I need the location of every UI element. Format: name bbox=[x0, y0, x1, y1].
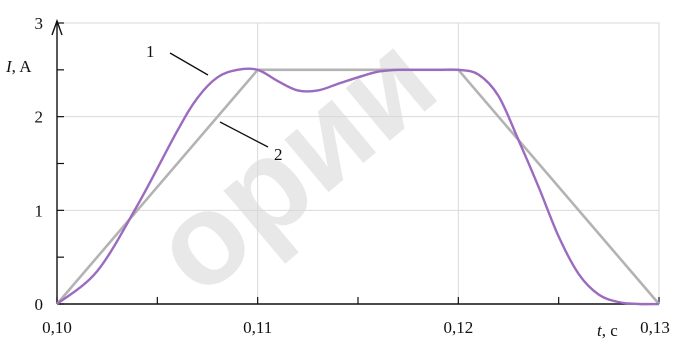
x-tick-label-1: 0,11 bbox=[243, 318, 272, 337]
series-layer bbox=[56, 67, 660, 306]
series-line-2 bbox=[56, 68, 660, 305]
y-axis-variable: I bbox=[5, 57, 13, 76]
x-tick-label-2: 0,12 bbox=[443, 318, 473, 337]
curve-2-label: 2 bbox=[274, 145, 283, 164]
tick-labels: 0 1 2 3 0,10 0,11 0,12 0,13 bbox=[35, 14, 670, 337]
x-axis-variable: t bbox=[597, 321, 603, 340]
curve-1-leader bbox=[169, 52, 209, 76]
y-tick-label-0: 0 bbox=[35, 295, 44, 314]
series-line-1 bbox=[56, 67, 660, 306]
curve-1-label: 1 bbox=[146, 42, 155, 61]
y-axis-unit: , A bbox=[12, 57, 33, 76]
y-tick-label-3: 3 bbox=[35, 14, 44, 33]
x-tick-label-0: 0,10 bbox=[42, 318, 72, 337]
x-tick-label-3: 0,13 bbox=[640, 318, 670, 337]
axes bbox=[51, 18, 660, 305]
watermark: ории bbox=[124, 5, 462, 322]
x-axis-label: t, c bbox=[597, 321, 618, 340]
y-axis-arrow bbox=[51, 18, 63, 36]
y-axis-label: I, A bbox=[5, 57, 32, 76]
y-tick-label-2: 2 bbox=[35, 108, 44, 127]
curve-2-leader bbox=[219, 121, 269, 148]
x-axis-unit: , c bbox=[602, 321, 619, 340]
y-tick-label-1: 1 bbox=[35, 201, 44, 220]
